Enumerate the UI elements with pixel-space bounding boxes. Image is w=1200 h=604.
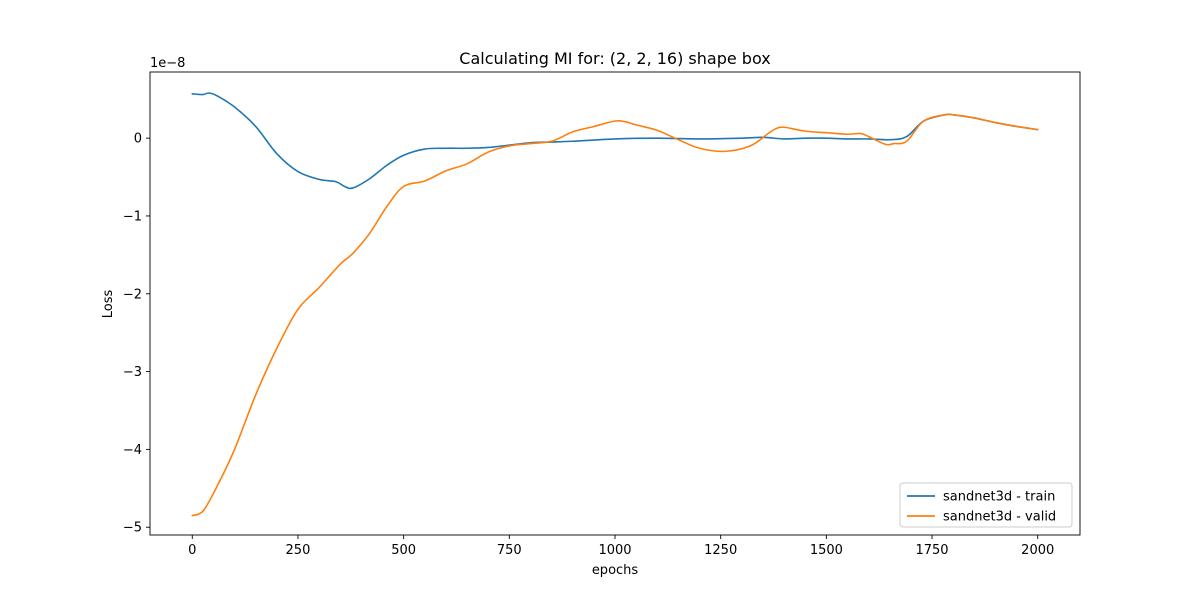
legend: sandnet3d - train sandnet3d - valid bbox=[899, 482, 1073, 528]
axes: 0 250 500 750 1000 1250 1500 1750 2000 0 −1 −2 −3 −4 −… bbox=[123, 71, 1081, 558]
legend-label-valid: sandnet3d - valid bbox=[943, 510, 1056, 525]
y-tick-label: −1 bbox=[123, 209, 142, 224]
y-tick-label: −2 bbox=[123, 287, 142, 302]
y-offset-label: 1e−8 bbox=[150, 56, 185, 71]
axes-frame bbox=[149, 71, 1081, 536]
x-axis-label: epochs bbox=[592, 563, 639, 578]
y-tick-label: 0 bbox=[134, 132, 142, 147]
y-tick-label: −3 bbox=[123, 365, 142, 380]
plot-area bbox=[191, 92, 1039, 517]
y-tick-label: −4 bbox=[123, 443, 142, 458]
x-tick-label: 1500 bbox=[810, 543, 843, 558]
legend-label-train: sandnet3d - train bbox=[943, 490, 1055, 505]
x-tick-label: 1000 bbox=[598, 543, 631, 558]
y-tick-label: −5 bbox=[123, 521, 142, 536]
x-tick-label: 2000 bbox=[1021, 543, 1054, 558]
x-tick-label: 1750 bbox=[915, 543, 948, 558]
legend-box bbox=[899, 482, 1073, 528]
x-tick-label: 500 bbox=[391, 543, 416, 558]
y-axis-label: Loss bbox=[101, 290, 116, 319]
x-tick-label: 250 bbox=[286, 543, 311, 558]
x-tick-label: 1250 bbox=[704, 543, 737, 558]
series-line-train bbox=[191, 92, 1039, 190]
series-line-valid bbox=[191, 113, 1039, 517]
x-tick-label: 750 bbox=[497, 543, 522, 558]
x-tick-label: 0 bbox=[188, 543, 196, 558]
chart-title: Calculating MI for: (2, 2, 16) shape box bbox=[459, 49, 770, 68]
